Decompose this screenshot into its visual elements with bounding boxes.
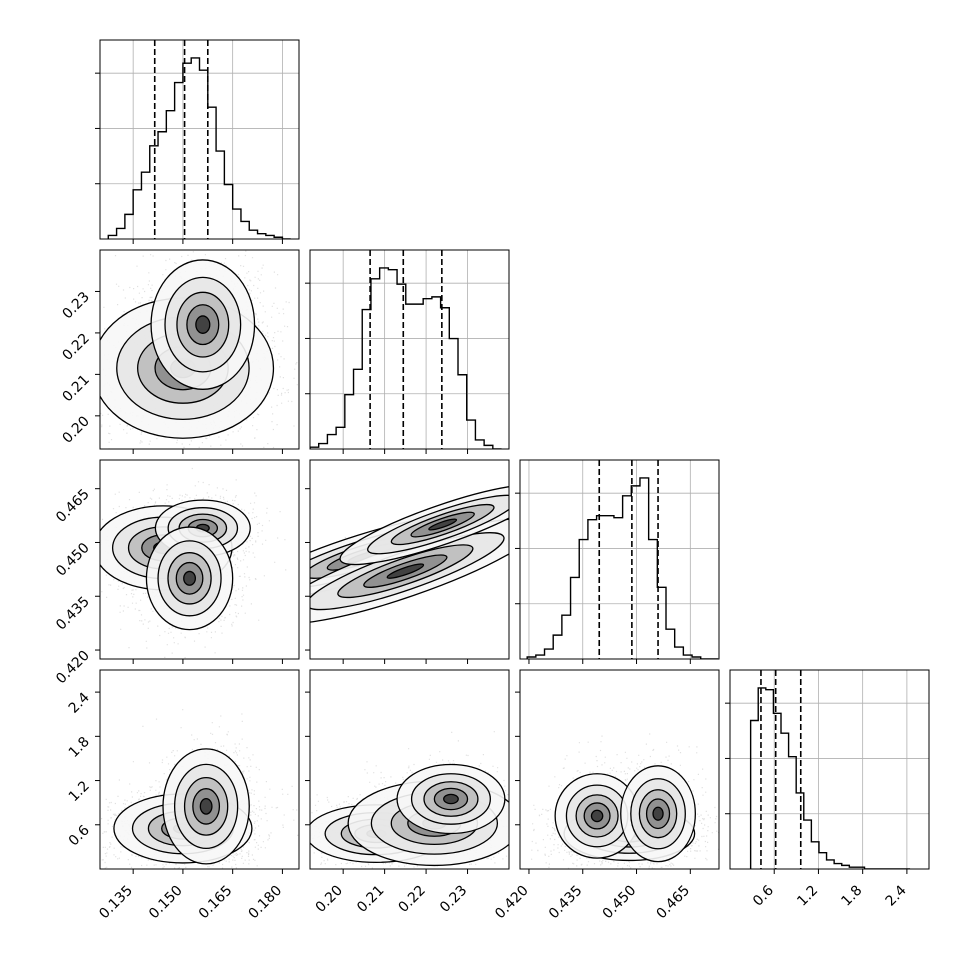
axes-frame (519, 669, 720, 870)
x-tick-label: 0.20 (313, 883, 346, 916)
y-tick-label: 1.8 (66, 734, 93, 761)
y-tick-label: 0.22 (59, 330, 92, 363)
scatter-panel-2-1 (305, 459, 510, 664)
histogram-step (526, 477, 719, 659)
x-tick-label: 0.22 (396, 883, 429, 916)
y-tick-label: 0.23 (59, 289, 92, 322)
histogram-step (107, 57, 291, 239)
x-tick-label: 0.180 (246, 883, 286, 923)
axes-frame (309, 459, 510, 660)
density-contour-2-4 (652, 806, 664, 821)
scatter-panel-2-0: 0.420 0.435 0.450 0.465 (53, 459, 300, 688)
density-contour-1-4 (386, 563, 425, 579)
y-tick-label: 2.4 (66, 690, 93, 717)
scatter-panel-3-2: 0.420 0.435 0.450 0.465 (492, 669, 720, 923)
x-tick-label: 1.2 (794, 883, 821, 910)
histogram-panel-2 (515, 459, 720, 664)
x-tick-label: 0.450 (600, 883, 640, 923)
x-tick-label: 0.21 (354, 883, 387, 916)
x-tick-label: 0.6 (750, 882, 777, 909)
y-tick-label: 0.20 (59, 413, 92, 446)
histogram-panel-1 (305, 249, 510, 454)
axes-frame (99, 459, 300, 660)
density-contour-2-4 (443, 793, 459, 805)
scatter-panel-3-0: 0.135 0.150 0.165 0.180 0.6 1.2 1.8 2.4 (66, 669, 300, 923)
density-contour-2-4 (183, 570, 197, 586)
axes-frame (99, 39, 300, 240)
x-tick-label: 0.420 (492, 883, 532, 923)
axes-frame (309, 669, 510, 870)
y-tick-label: 0.6 (66, 822, 93, 849)
x-tick-label: 0.135 (96, 883, 136, 923)
x-tick-label: 0.435 (546, 883, 586, 923)
density-contour-1-4 (195, 315, 211, 334)
histogram-step (749, 687, 911, 869)
scatter-panel-3-1: 0.20 0.21 0.22 0.23 (305, 669, 510, 916)
axes-frame (519, 459, 720, 660)
x-tick-label: 0.23 (437, 883, 470, 916)
histogram-step (310, 267, 502, 449)
scatter-panel-1-0: 0.20 0.21 0.22 0.23 (59, 249, 300, 454)
x-tick-label: 0.150 (146, 883, 186, 923)
histogram-panel-0 (95, 39, 300, 244)
y-tick-label: 0.21 (59, 372, 92, 405)
x-tick-label: 0.165 (196, 883, 236, 923)
axes-frame (309, 249, 510, 450)
x-tick-label: 0.465 (653, 883, 693, 923)
density-contour-1-4 (199, 797, 213, 815)
axes-frame (99, 669, 300, 870)
histogram-panel-3: 0.6 1.2 1.8 2.4 (725, 669, 930, 910)
density-contour-1-4 (590, 809, 604, 823)
axes-frame (99, 249, 300, 450)
y-tick-label: 1.2 (66, 778, 93, 805)
density-contour-2-4 (428, 518, 458, 531)
axes-frame (729, 669, 930, 870)
y-tick-label: 0.450 (53, 540, 93, 580)
x-tick-label: 1.8 (838, 883, 865, 910)
y-tick-label: 0.465 (53, 486, 93, 526)
y-tick-label: 0.435 (53, 594, 93, 634)
x-tick-label: 2.4 (883, 882, 910, 909)
y-tick-label: 0.420 (53, 648, 93, 688)
